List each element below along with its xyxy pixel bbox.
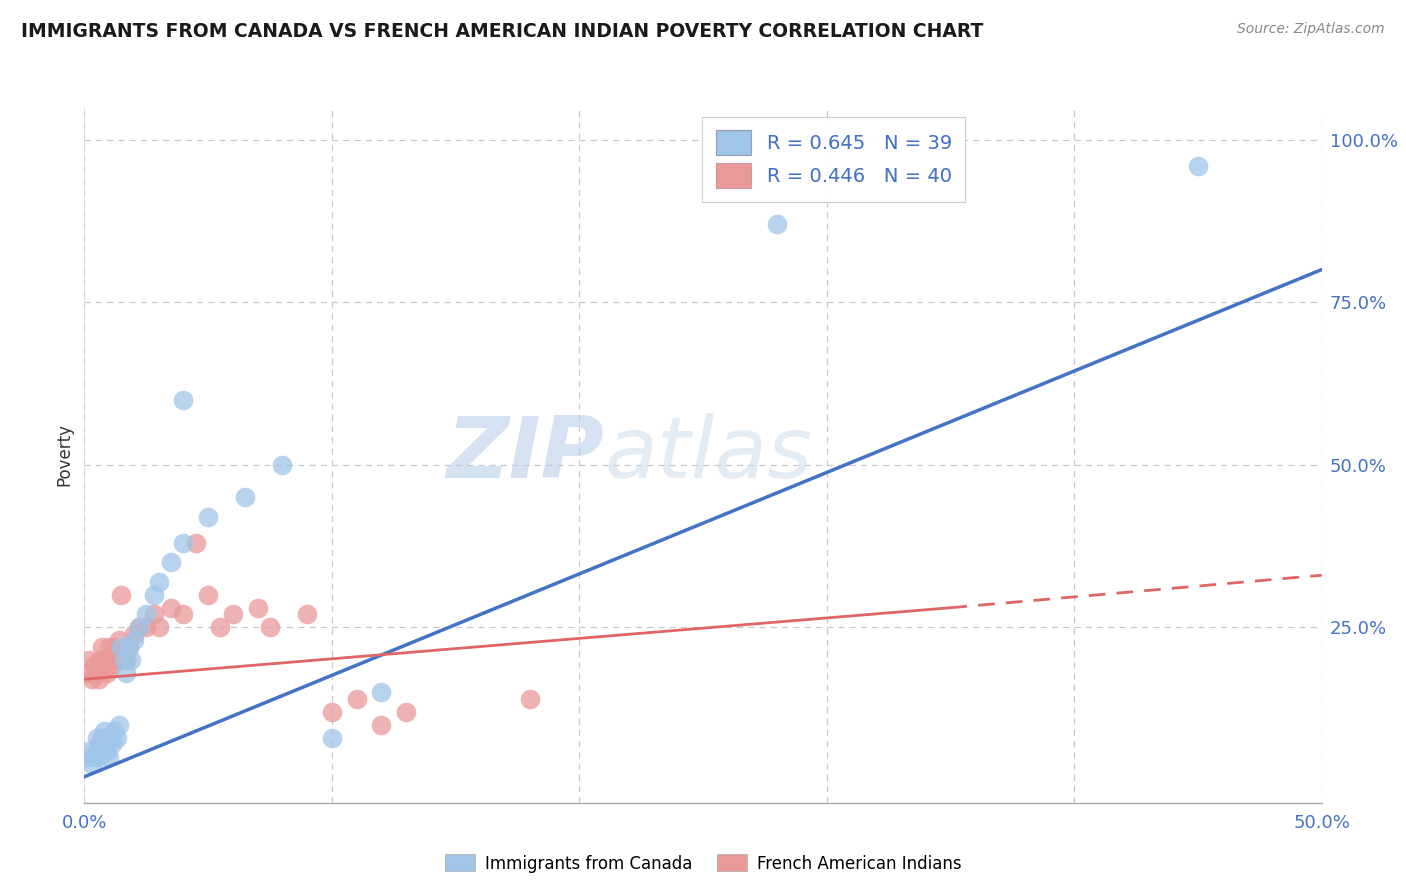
Point [346,691,368,706]
Point [271,458,294,472]
Point [93,653,115,667]
Point [321,705,343,719]
Point [79,653,101,667]
Point [103,724,125,739]
Point [142,607,165,622]
Point [197,588,219,602]
Point [98,640,121,654]
Point [233,490,256,504]
Point [321,731,343,745]
Y-axis label: Poverty: Poverty [55,424,73,486]
Legend: Immigrants from Canada, French American Indians: Immigrants from Canada, French American … [437,847,969,880]
Text: IMMIGRANTS FROM CANADA VS FRENCH AMERICAN INDIAN POVERTY CORRELATION CHART: IMMIGRANTS FROM CANADA VS FRENCH AMERICA… [21,22,983,41]
Point [148,620,170,634]
Point [135,607,157,622]
Point [209,620,232,634]
Point [100,659,122,673]
Point [90,659,112,673]
Point [135,620,157,634]
Point [98,731,121,745]
Point [90,640,112,654]
Point [259,620,281,634]
Point [128,620,150,634]
Point [115,665,138,680]
Point [172,392,194,407]
Point [222,607,245,622]
Point [110,588,132,602]
Text: Source: ZipAtlas.com: Source: ZipAtlas.com [1237,22,1385,37]
Point [93,724,115,739]
Point [80,672,103,686]
Point [80,756,103,771]
Point [86,731,108,745]
Point [122,626,145,640]
Point [184,535,207,549]
Point [148,574,170,589]
Point [118,640,141,654]
Point [519,691,541,706]
Point [295,607,318,622]
Point [100,737,122,751]
Point [172,535,194,549]
Point [89,672,111,686]
Point [93,737,115,751]
Point [89,737,111,751]
Point [96,665,118,680]
Point [76,665,98,680]
Point [122,633,145,648]
Legend: R = 0.645   N = 39, R = 0.446   N = 40: R = 0.645 N = 39, R = 0.446 N = 40 [703,117,966,202]
Point [89,750,111,764]
Point [160,600,183,615]
Point [766,217,789,231]
Point [98,653,121,667]
Point [118,640,141,654]
Point [86,744,108,758]
Point [112,640,135,654]
Point [83,659,105,673]
Point [115,653,138,667]
Point [370,685,392,699]
Point [1187,159,1209,173]
Point [90,744,112,758]
Point [197,509,219,524]
Point [79,744,101,758]
Point [370,718,392,732]
Point [86,665,108,680]
Point [172,607,194,622]
Point [142,588,165,602]
Text: ZIP: ZIP [446,413,605,497]
Point [108,633,131,648]
Point [83,750,105,764]
Point [89,653,111,667]
Point [103,640,125,654]
Point [128,620,150,634]
Point [96,744,118,758]
Point [395,705,418,719]
Point [98,750,121,764]
Point [112,653,135,667]
Point [160,555,183,569]
Point [105,653,128,667]
Point [110,640,132,654]
Point [76,750,98,764]
Point [120,653,142,667]
Point [105,731,128,745]
Text: atlas: atlas [605,413,813,497]
Point [90,731,112,745]
Point [108,718,131,732]
Point [246,600,269,615]
